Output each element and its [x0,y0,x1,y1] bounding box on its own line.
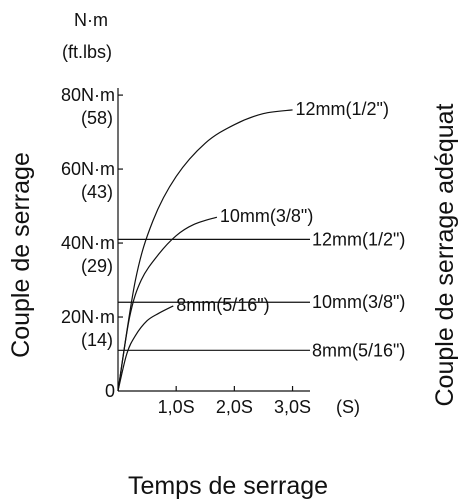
curve-label: 12mm(1/2") [296,99,389,119]
y-tick-label-alt: (43) [81,182,113,202]
y-tick-label-alt: (58) [81,108,113,128]
curve-label: 8mm(5/16") [176,295,269,315]
level-label: 8mm(5/16") [312,340,405,360]
x-tick-label: 3,0S [274,397,311,417]
y-unit-alt: (ft.lbs) [62,42,112,62]
curve-label: 10mm(3/8") [220,206,313,226]
x-tick-label: 1,0S [158,397,195,417]
y-tick-label-alt: (14) [81,330,113,350]
x-axis-title: Temps de serrage [128,472,328,500]
y-tick-label: 0 [105,381,115,401]
y-tick-label: 80N·m [61,85,115,105]
y-tick-label: 20N·m [61,307,115,327]
y-tick-label: 40N·m [61,233,115,253]
torque-curve [117,216,218,392]
y-tick-label-alt: (29) [81,256,113,276]
y-axis-title-right: Couple de serrage adéquat [431,103,459,406]
y-unit: N·m [74,10,108,30]
y-tick-label: 60N·m [61,159,115,179]
torque-curve [117,305,174,392]
y-axis-title: Couple de serrage [7,152,35,358]
x-unit: (S) [336,397,360,417]
level-label: 12mm(1/2") [312,229,405,249]
x-tick-label: 2,0S [216,397,253,417]
torque-curve [117,109,293,392]
level-label: 10mm(3/8") [312,292,405,312]
